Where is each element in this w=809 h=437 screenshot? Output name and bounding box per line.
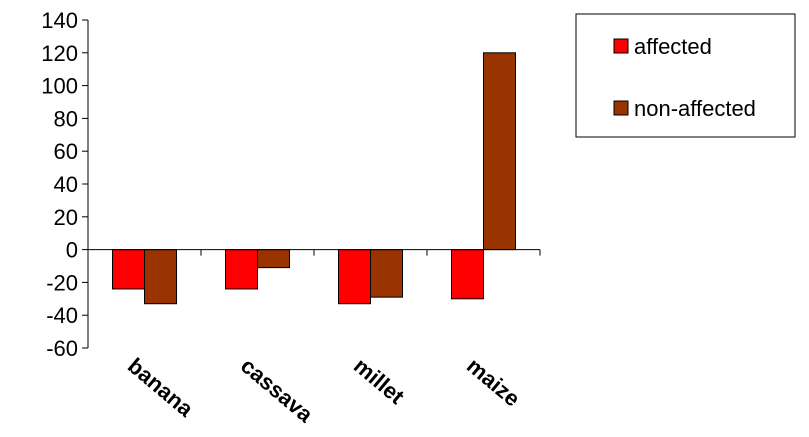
category-label-cassava: cassava [236,353,318,428]
bar-affected-cassava [225,249,258,290]
bar-affected-maize [451,249,484,300]
y-tick-label: -40 [46,303,78,328]
bar-affected-banana [112,249,145,290]
y-tick-label: -60 [46,336,78,361]
y-tick-label: 140 [41,8,78,33]
legend-box [575,13,796,138]
y-axis: 140 120 100 80 60 40 20 0 -20 -40 -60 [41,8,89,361]
y-tick-label: 40 [54,172,78,197]
bars [112,52,516,305]
bar-non-affected-maize [483,52,516,251]
y-tick-label: 120 [41,41,78,66]
legend-swatch-affected [613,38,629,54]
category-label-maize: maize [462,353,525,411]
y-tick-label: -20 [46,270,78,295]
legend-swatch-non-affected [613,100,629,116]
y-tick-label: 20 [54,205,78,230]
category-label-banana: banana [123,353,199,422]
bar-non-affected-millet [370,249,403,298]
y-tick-label: 100 [41,74,78,99]
x-axis [87,249,541,256]
y-tick-label: 80 [54,106,78,131]
bar-non-affected-banana [144,249,177,305]
y-tick-label: 0 [66,238,78,263]
category-labels: banana cassava millet maize [123,353,525,428]
legend-label-affected: affected [634,34,712,59]
legend: affected non-affected [575,13,796,138]
bar-affected-millet [338,249,371,305]
y-tick-label: 60 [54,139,78,164]
bar-non-affected-cassava [257,249,290,269]
category-label-millet: millet [349,353,410,410]
legend-label-non-affected: non-affected [634,96,756,121]
